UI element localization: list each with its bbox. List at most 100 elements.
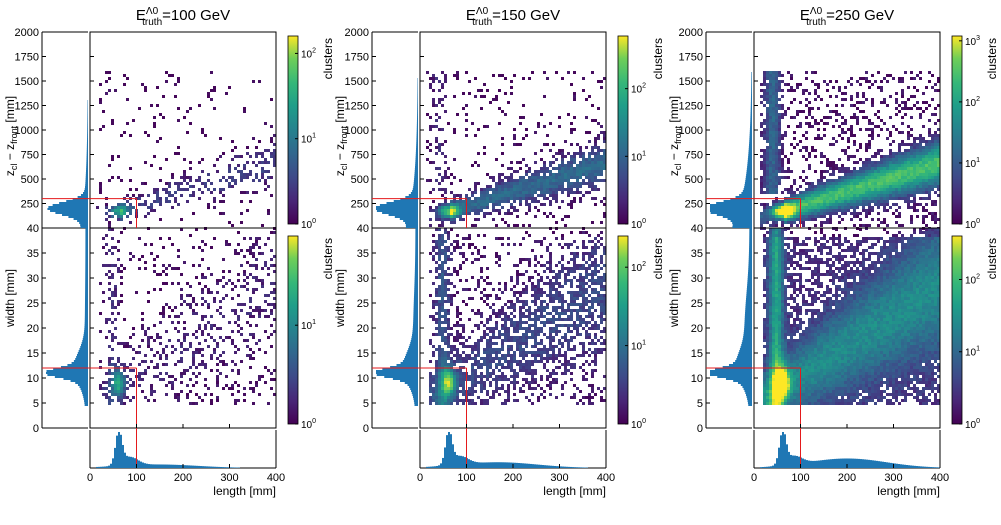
bottom-y-tick-label: 40: [27, 223, 39, 235]
heatmap-cell: [111, 273, 114, 276]
heatmap-cell: [270, 125, 273, 128]
heatmap-cell: [513, 309, 516, 312]
heatmap-cell: [552, 215, 555, 218]
heatmap-cell: [775, 110, 778, 113]
heatmap-cell: [531, 300, 534, 303]
heatmap-cell: [513, 128, 516, 131]
width-hist-bar: [84, 308, 88, 310]
heatmap-cell: [796, 188, 799, 191]
heatmap-cell: [501, 324, 504, 327]
z-hist-bar: [77, 196, 88, 198]
heatmap-cell: [447, 309, 450, 312]
heatmap-cell: [829, 218, 832, 221]
heatmap-cell: [204, 378, 207, 381]
heatmap-cell: [168, 182, 171, 185]
heatmap-cell: [507, 167, 510, 170]
heatmap-cell: [249, 300, 252, 303]
heatmap-cell: [498, 173, 501, 176]
length-hist-bar: [200, 466, 202, 468]
heatmap-cell: [456, 348, 459, 351]
heatmap-cell: [183, 372, 186, 375]
width-hist-bar: [414, 282, 418, 284]
heatmap-cell: [471, 164, 474, 167]
heatmap-cell: [252, 336, 255, 339]
heatmap-cell: [273, 255, 276, 258]
heatmap-cell: [769, 215, 772, 218]
heatmap-cell: [105, 273, 108, 276]
heatmap-cell: [552, 182, 555, 185]
heatmap-cell: [444, 375, 447, 378]
z-hist-bar: [414, 170, 418, 172]
heatmap-cell: [132, 369, 135, 372]
heatmap-cell: [165, 345, 168, 348]
tick-exp: 0: [642, 218, 646, 225]
heatmap-cell: [543, 282, 546, 285]
heatmap-cell: [564, 188, 567, 191]
heatmap-cell: [546, 354, 549, 357]
heatmap-cell: [444, 228, 447, 231]
heatmap-cell: [594, 336, 597, 339]
length-hist-bar: [160, 464, 162, 468]
heatmap-cell: [567, 182, 570, 185]
heatmap-cell: [555, 318, 558, 321]
heatmap-cell: [549, 333, 552, 336]
heatmap-cell: [814, 83, 817, 86]
heatmap-cell: [249, 170, 252, 173]
heatmap-cell: [162, 309, 165, 312]
heatmap-cell: [174, 396, 177, 399]
heatmap-cell: [438, 264, 441, 267]
heatmap-cell: [435, 318, 438, 321]
heatmap-cell: [585, 351, 588, 354]
heatmap-cell: [450, 243, 453, 246]
heatmap-cell: [829, 167, 832, 170]
width-hist-bar: [76, 356, 88, 358]
heatmap-cell: [483, 294, 486, 297]
heatmap-cell: [207, 291, 210, 294]
heatmap-cell: [546, 318, 549, 321]
heatmap-cell: [817, 194, 820, 197]
heatmap-cell: [159, 179, 162, 182]
z-hist-bar: [80, 194, 88, 196]
heatmap-cell: [264, 366, 267, 369]
heatmap-cell: [162, 351, 165, 354]
heatmap-cell: [183, 116, 186, 119]
heatmap-cell: [483, 95, 486, 98]
heatmap-cell: [114, 378, 117, 381]
heatmap-cell: [597, 246, 600, 249]
heatmap-cell: [570, 318, 573, 321]
heatmap-cell: [147, 339, 150, 342]
heatmap-cell: [474, 203, 477, 206]
heatmap-cell: [456, 393, 459, 396]
heatmap-cell: [769, 101, 772, 104]
heatmap-cell: [531, 285, 534, 288]
z-hist-bar: [376, 208, 418, 210]
heatmap-cell: [441, 300, 444, 303]
heatmap-cell: [273, 231, 276, 234]
heatmap-cell: [510, 375, 513, 378]
heatmap-cell: [186, 110, 189, 113]
heatmap-cell: [811, 107, 814, 110]
heatmap-cell: [453, 285, 456, 288]
heatmap-cell: [474, 188, 477, 191]
heatmap-cell: [540, 321, 543, 324]
heatmap-cell: [456, 369, 459, 372]
heatmap-cell: [772, 203, 775, 206]
heatmap-cell: [273, 288, 276, 291]
heatmap-cell: [811, 80, 814, 83]
heatmap-cell: [486, 351, 489, 354]
heatmap-cell: [781, 221, 784, 224]
width-hist-bar: [70, 380, 88, 382]
heatmap-cell: [123, 393, 126, 396]
z-hist-bar: [393, 200, 418, 202]
heatmap-cell: [826, 209, 829, 212]
heatmap-cell: [435, 294, 438, 297]
heatmap-cell: [438, 291, 441, 294]
heatmap-cell: [832, 143, 835, 146]
heatmap-cell: [459, 390, 462, 393]
z-hist-bar: [85, 176, 88, 178]
heatmap-cell: [492, 191, 495, 194]
heatmap-cell: [799, 101, 802, 104]
heatmap-cell: [501, 333, 504, 336]
heatmap-cell: [447, 336, 450, 339]
heatmap-cell: [579, 267, 582, 270]
